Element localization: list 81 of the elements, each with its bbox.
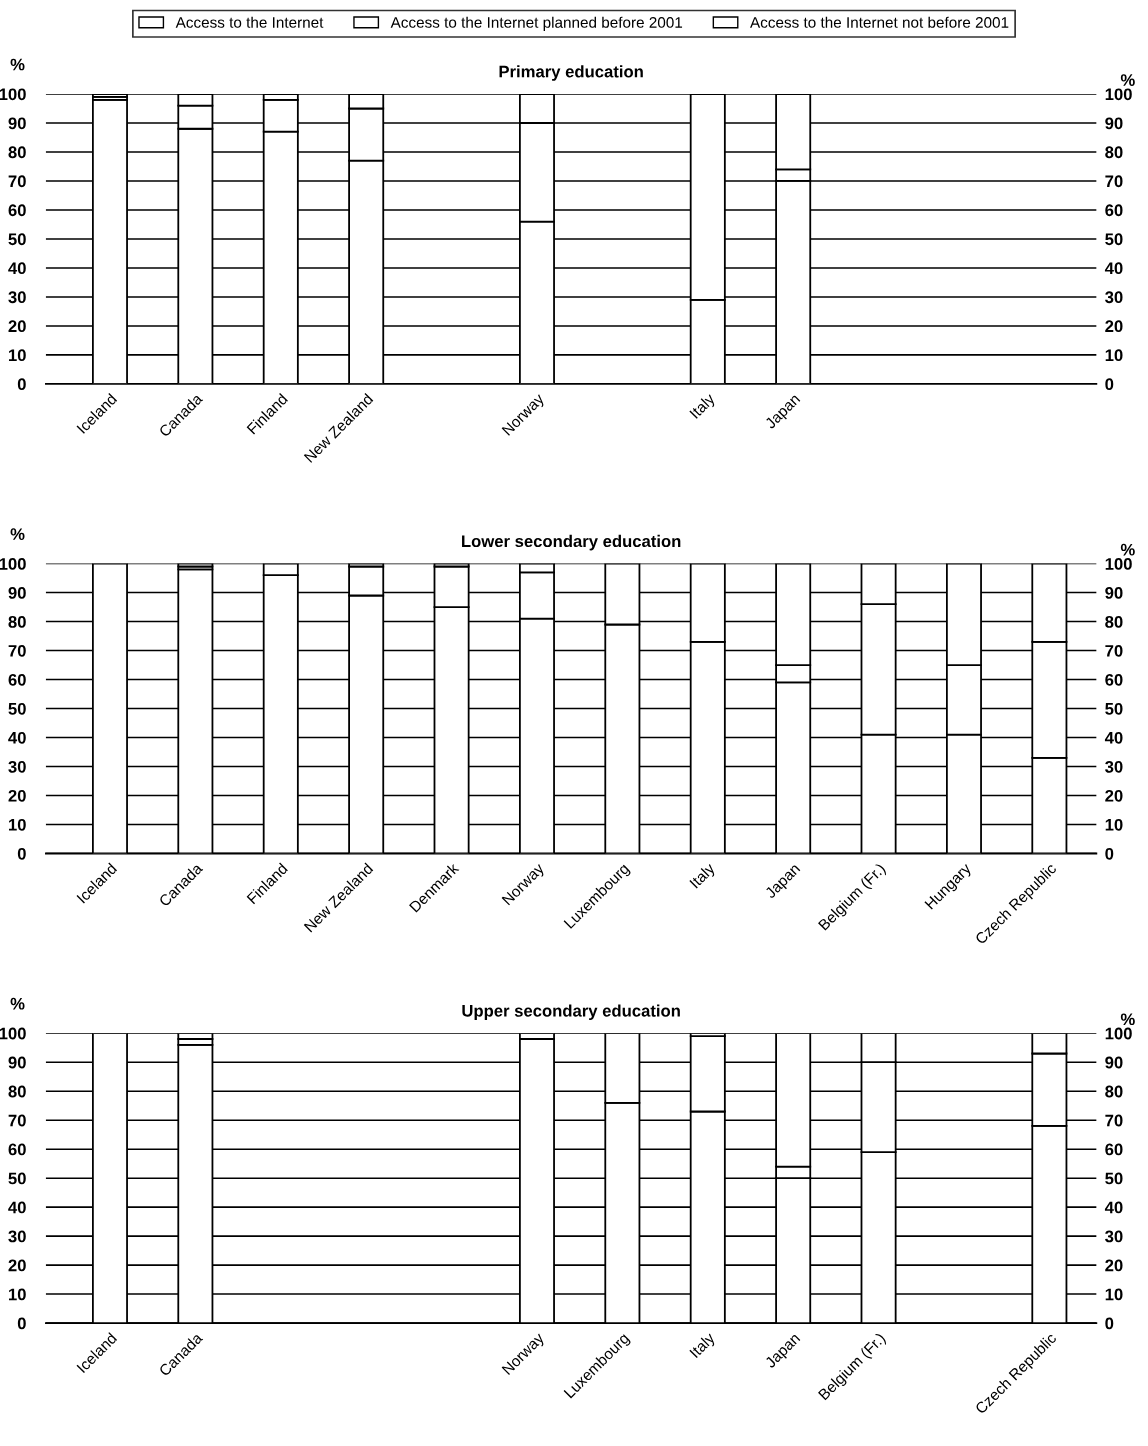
y-tick-label: 60 (8, 673, 26, 686)
y2-axis-title: % (1120, 74, 1135, 86)
y2-tick-label: 20 (1105, 320, 1123, 333)
y-tick-label: 0 (17, 1317, 26, 1330)
y-tick-label: 0 (17, 847, 26, 860)
y2-tick-label: 10 (1105, 818, 1123, 831)
y-axis-title: % (10, 58, 25, 71)
y-tick-label: 50 (8, 1172, 26, 1185)
y2-tick-label: 100 (1105, 1027, 1132, 1040)
y-tick-label: 30 (8, 291, 26, 304)
y2-tick-label: 40 (1104, 731, 1123, 744)
y2-tick-label: 0 (1105, 847, 1114, 860)
y-axis-title: % (10, 528, 25, 540)
y-tick-label: 40 (8, 731, 26, 744)
y-tick-label: 80 (8, 146, 26, 159)
y2-tick-label: 30 (1105, 760, 1123, 773)
y2-tick-label: 70 (1105, 175, 1123, 188)
y-tick-label: 80 (8, 615, 26, 628)
y2-tick-label: 40 (1104, 1201, 1123, 1214)
y2-tick-label: 0 (1105, 378, 1114, 391)
y2-axis-title: % (1120, 543, 1135, 556)
y2-tick-label: 30 (1105, 291, 1123, 304)
y-tick-label: 20 (8, 789, 26, 802)
y2-axis-title: % (1120, 1013, 1135, 1026)
y2-tick-label: 10 (1105, 1288, 1123, 1301)
y2-tick-label: 20 (1105, 1259, 1123, 1272)
y2-tick-label: 80 (1105, 1085, 1123, 1098)
y-tick-label: 60 (8, 1143, 26, 1156)
y2-tick-label: 90 (1105, 117, 1123, 130)
y2-tick-label: 80 (1105, 146, 1123, 159)
y2-tick-label: 50 (1105, 702, 1123, 715)
legend-label: Access to the Internet not before 2001 (750, 16, 1009, 28)
y-axis-title: % (10, 997, 25, 1010)
x-tick-label: Italy (688, 861, 718, 891)
y2-tick-label: 100 (1105, 558, 1132, 570)
y-tick-label: 60 (8, 204, 26, 217)
y2-tick-label: 80 (1105, 615, 1123, 628)
y2-tick-label: 40 (1104, 262, 1123, 275)
y-tick-label: 50 (8, 233, 26, 246)
y2-tick-label: 90 (1105, 1056, 1123, 1069)
legend-label: Access to the Internet (175, 16, 324, 28)
y2-tick-label: 100 (1105, 88, 1132, 101)
y-tick-label: 40 (8, 262, 26, 275)
chart-title: Lower secondary education (462, 534, 681, 551)
y-tick-label: 70 (8, 644, 26, 657)
y-tick-label: 40 (8, 1201, 26, 1214)
y-tick-label: 80 (8, 1085, 26, 1098)
y-tick-label: 70 (8, 175, 26, 188)
y-tick-label: 10 (8, 818, 26, 831)
y-tick-label: 0 (17, 378, 26, 391)
y-tick-label: 20 (8, 320, 26, 333)
y2-tick-label: 50 (1105, 1172, 1123, 1185)
y2-tick-label: 0 (1105, 1317, 1114, 1330)
y-tick-label: 10 (8, 349, 26, 362)
y-tick-label: 50 (8, 702, 26, 715)
x-tick-label: Italy (688, 392, 718, 422)
y2-tick-label: 90 (1105, 586, 1123, 599)
y2-tick-label: 20 (1105, 789, 1123, 802)
legend-label: Access to the Internet planned before 2001 (390, 16, 683, 31)
y-tick-label: 90 (8, 117, 26, 130)
y-tick-label: 100 (0, 1027, 26, 1040)
y-tick-label: 30 (8, 760, 26, 773)
y-tick-label: 30 (8, 1230, 26, 1243)
chart-title: Upper secondary education (462, 1004, 680, 1020)
y-tick-label: 100 (0, 88, 26, 101)
x-tick-label: Italy (688, 1331, 718, 1361)
y-tick-label: 90 (8, 586, 26, 599)
y-tick-label: 70 (8, 1114, 26, 1127)
y2-tick-label: 50 (1105, 233, 1123, 246)
y2-tick-label: 30 (1105, 1230, 1123, 1243)
y2-tick-label: 60 (1105, 1143, 1123, 1156)
y2-tick-label: 70 (1105, 644, 1123, 657)
y2-tick-label: 70 (1105, 1114, 1123, 1127)
y2-tick-label: 60 (1105, 204, 1123, 217)
y2-tick-label: 60 (1105, 673, 1123, 686)
y-tick-label: 100 (0, 558, 26, 570)
y-tick-label: 90 (8, 1056, 26, 1069)
y2-tick-label: 10 (1105, 349, 1123, 362)
chart-title: Primary education (499, 65, 643, 81)
y-tick-label: 20 (8, 1259, 26, 1272)
y-tick-label: 10 (8, 1288, 26, 1301)
